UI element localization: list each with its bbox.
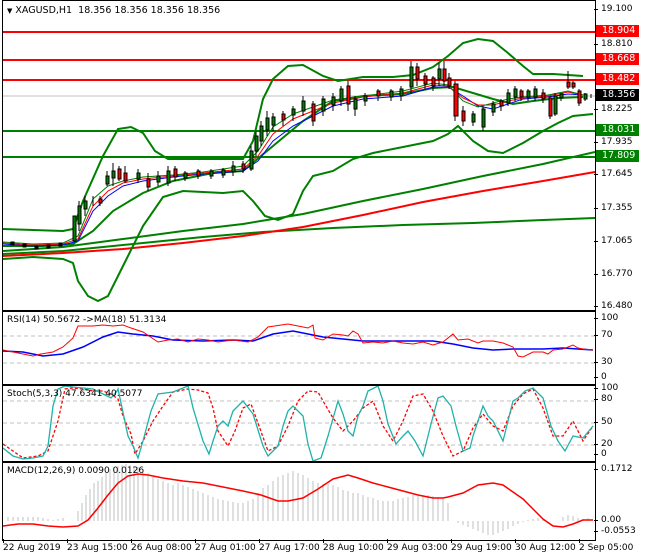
- resistance-level-tag: 18.904: [596, 25, 640, 37]
- support-level-tag: 18.031: [596, 124, 640, 136]
- macd-tick: 0.1712: [594, 464, 633, 475]
- price-tick: 17.065: [594, 236, 633, 247]
- price-tick: 16.770: [594, 269, 633, 280]
- candlesticks: [10, 61, 592, 250]
- ma-long: [3, 151, 595, 252]
- symbol-label: XAGUSD,H1: [15, 5, 73, 16]
- ma-very-long: [3, 217, 595, 255]
- time-label: 27 Aug 17:00: [259, 539, 320, 553]
- price-pane[interactable]: ▼ XAGUSD,H1 18.356 18.356 18.356 18.356: [2, 0, 596, 311]
- ohlc-values: 18.356 18.356 18.356 18.356: [78, 5, 221, 16]
- rsi-tick: 100: [593, 313, 618, 324]
- time-label: 27 Aug 01:00: [195, 539, 256, 553]
- price-axis: 19.100 18.810 18.225 17.935 17.645 17.35…: [594, 0, 660, 312]
- time-label: 26 Aug 08:00: [131, 539, 192, 553]
- price-tick: 18.810: [594, 39, 633, 50]
- current-price-tag: 18.356: [596, 89, 640, 101]
- ma-200: [3, 171, 595, 257]
- time-label: 29 Aug 03:00: [387, 539, 448, 553]
- rsi-tick: 70: [593, 330, 612, 341]
- price-tick: 17.935: [594, 137, 633, 148]
- bollinger-upper: [3, 37, 584, 233]
- rsi-tick: 30: [593, 357, 612, 368]
- time-label: 22 Aug 2019: [3, 539, 61, 553]
- macd-tick: 0.00: [593, 515, 621, 526]
- rsi-chart-svg: [3, 323, 595, 364]
- macd-label: MACD(12,26,9) 0.0090 0.0126: [7, 466, 145, 476]
- macd-signal-line: [3, 473, 593, 528]
- time-label: 23 Aug 15:00: [67, 539, 128, 553]
- stoch-chart-svg: [3, 386, 595, 461]
- stoch-main-line: [3, 386, 594, 461]
- axis-separator: [595, 0, 596, 541]
- stoch-axis: 100 80 50 20 0: [593, 383, 660, 460]
- stoch-tick: 0: [594, 449, 607, 460]
- price-chart-svg: [3, 31, 595, 303]
- rsi-axis: 100 70 30 0: [593, 311, 660, 383]
- chart-title: ▼ XAGUSD,H1 18.356 18.356 18.356 18.356: [7, 5, 220, 16]
- time-axis: 22 Aug 2019 23 Aug 15:00 26 Aug 08:00 27…: [0, 539, 660, 560]
- stoch-tick: 80: [593, 394, 612, 405]
- bollinger-lower: [3, 113, 594, 303]
- price-tick: 17.645: [594, 169, 633, 180]
- resistance-level-tag: 18.668: [596, 53, 640, 65]
- price-tick: 16.480: [594, 301, 633, 312]
- rsi-tick: 0: [594, 372, 607, 383]
- price-tick: 18.225: [594, 104, 633, 115]
- macd-axis: 0.1712 0.00 -0.0553: [593, 462, 660, 539]
- rsi-label: RSI(14) 50.5672 ->MA(18) 51.3134: [7, 315, 167, 325]
- time-label: 29 Aug 19:00: [451, 539, 512, 553]
- stoch-label: Stoch(5,3,3) 47.6341 40.5077: [7, 389, 143, 399]
- stoch-pane[interactable]: Stoch(5,3,3) 47.6341 40.5077: [2, 385, 596, 462]
- price-tick: 17.355: [594, 203, 633, 214]
- resistance-level-tag: 18.482: [596, 73, 640, 85]
- stoch-signal-line: [3, 387, 594, 459]
- time-label: 30 Aug 12:00: [515, 539, 576, 553]
- rsi-line: [3, 323, 594, 358]
- rsi-ma-line: [3, 330, 594, 357]
- triangle-down-icon[interactable]: ▼: [7, 7, 13, 15]
- time-label: 2 Sep 05:00: [579, 539, 634, 553]
- price-tick: 19.100: [594, 4, 633, 15]
- macd-histogram: [7, 464, 589, 535]
- support-level-tag: 17.809: [596, 150, 640, 162]
- macd-tick: -0.0553: [594, 526, 636, 537]
- macd-pane[interactable]: MACD(12,26,9) 0.0090 0.0126: [2, 462, 596, 541]
- rsi-pane[interactable]: RSI(14) 50.5672 ->MA(18) 51.3134: [2, 311, 596, 385]
- macd-chart-svg: [3, 464, 593, 535]
- stoch-tick: 100: [593, 383, 618, 394]
- stoch-tick: 20: [593, 439, 612, 450]
- stoch-tick: 50: [593, 417, 612, 428]
- time-label: 28 Aug 10:00: [323, 539, 384, 553]
